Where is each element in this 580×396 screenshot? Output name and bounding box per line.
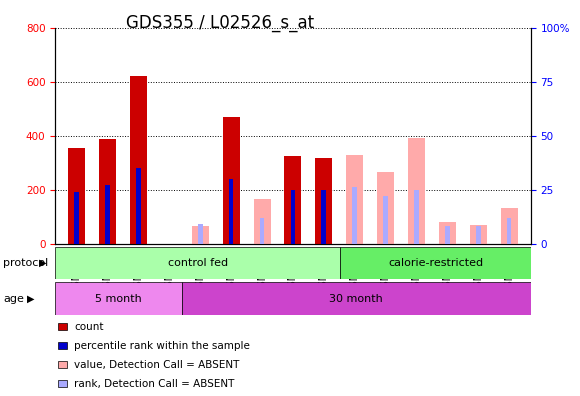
Bar <box>74 192 79 244</box>
Bar <box>445 226 450 244</box>
Bar <box>99 139 116 244</box>
Bar <box>260 218 264 244</box>
Text: control fed: control fed <box>168 258 228 268</box>
Text: 30 month: 30 month <box>329 293 383 304</box>
Bar <box>501 208 517 244</box>
Bar <box>414 190 419 244</box>
Bar <box>377 172 394 244</box>
Text: value, Detection Call = ABSENT: value, Detection Call = ABSENT <box>74 360 240 370</box>
Bar <box>136 168 141 244</box>
Bar <box>182 282 531 315</box>
Bar <box>229 179 234 244</box>
Bar <box>130 76 147 244</box>
Text: GDS355 / L02526_s_at: GDS355 / L02526_s_at <box>126 14 314 32</box>
Bar <box>476 226 480 244</box>
Bar <box>68 148 85 244</box>
Bar <box>291 190 295 244</box>
Bar <box>198 224 202 244</box>
Text: age: age <box>3 293 24 304</box>
Bar <box>353 187 357 244</box>
Text: protocol: protocol <box>3 258 48 268</box>
Bar <box>321 190 326 244</box>
Bar <box>507 218 512 244</box>
Text: rank, Detection Call = ABSENT: rank, Detection Call = ABSENT <box>74 379 235 389</box>
Text: ▶: ▶ <box>27 293 35 304</box>
Text: percentile rank within the sample: percentile rank within the sample <box>74 341 250 351</box>
Bar <box>253 199 270 244</box>
Text: ▶: ▶ <box>39 258 46 268</box>
Bar <box>470 225 487 244</box>
Text: 5 month: 5 month <box>95 293 142 304</box>
Bar <box>192 226 209 244</box>
Text: calorie-restricted: calorie-restricted <box>388 258 483 268</box>
Bar <box>383 196 388 244</box>
Bar <box>346 154 363 244</box>
Bar <box>408 138 425 244</box>
Bar <box>439 222 456 244</box>
Bar <box>223 117 240 244</box>
Bar <box>55 282 182 315</box>
Bar <box>55 247 340 279</box>
Bar <box>316 158 332 244</box>
Bar <box>106 185 110 244</box>
Bar <box>340 247 531 279</box>
Bar <box>284 156 302 244</box>
Text: count: count <box>74 322 104 332</box>
